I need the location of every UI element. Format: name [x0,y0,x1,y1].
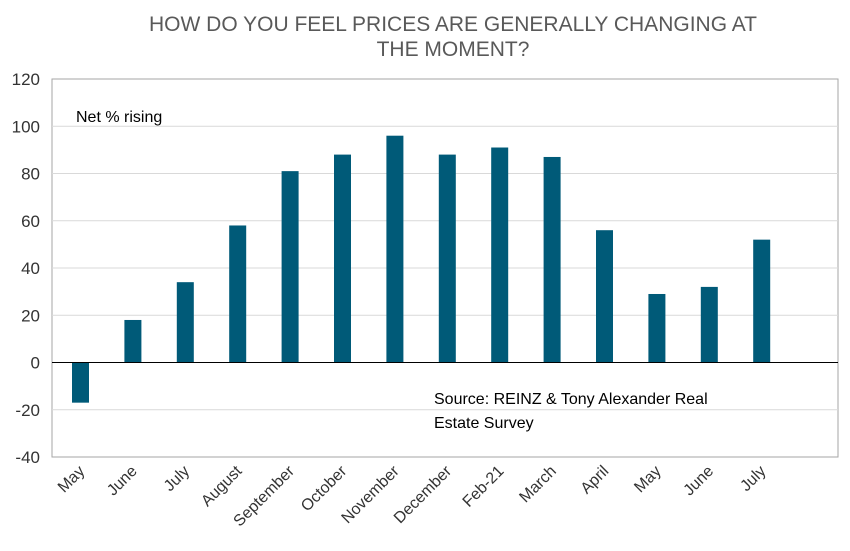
source-note-line-2: Estate Survey [434,415,534,432]
bar [753,239,771,363]
x-tick-label: October [298,462,351,515]
bar [124,319,142,363]
x-tick-label: June [681,463,718,500]
bar [72,362,89,403]
chart-title-line-1: HOW DO YOU FEEL PRICES ARE GENERALLY CHA… [149,13,757,36]
bars [72,135,771,403]
y-tick-label: 40 [21,259,40,278]
bar [596,230,613,363]
x-tick-label: April [578,463,613,498]
bar [281,171,299,363]
bar [700,286,718,363]
y-tick-label: 60 [21,212,40,231]
y-axis-ticks: -40 -20 0 20 40 60 80 100 120 [12,70,40,467]
bar [648,293,666,363]
bar [438,154,456,363]
bar [229,225,247,363]
y-tick-label: -20 [15,401,40,420]
y-tick-label: 0 [31,354,40,373]
y-tick-label: -40 [15,448,40,467]
x-tick-label: July [161,463,193,495]
bar [176,282,194,363]
bar [543,156,561,363]
bar [386,135,404,363]
source-note-line-1: Source: REINZ & Tony Alexander Real [434,391,708,408]
chart-title-line-2: THE MOMENT? [377,38,530,61]
x-tick-label: March [516,463,559,506]
annotation-net-rising: Net % rising [76,109,162,126]
bar [491,147,509,363]
x-tick-label: June [104,463,141,500]
y-tick-label: 80 [21,165,40,184]
y-tick-label: 20 [21,306,40,325]
y-tick-label: 120 [12,70,40,89]
x-tick-label: August [198,462,246,510]
x-tick-label: July [737,463,769,495]
x-tick-label: Feb-21 [460,463,508,511]
y-tick-label: 100 [12,117,40,136]
x-tick-label: May [631,463,664,496]
x-tick-label: December [391,462,456,527]
x-tick-label: May [55,463,88,496]
bar [334,154,351,363]
